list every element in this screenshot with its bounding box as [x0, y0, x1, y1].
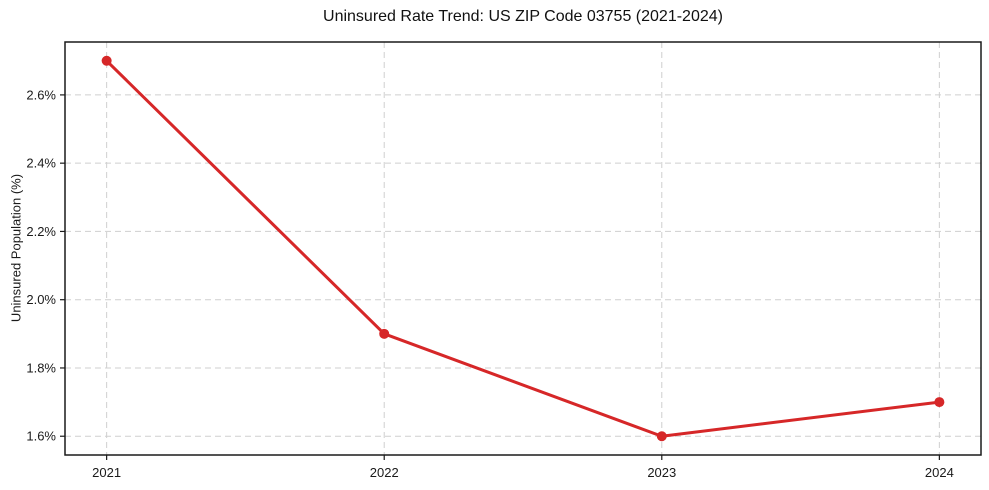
- data-point-marker: [656, 431, 667, 442]
- chart-title: Uninsured Rate Trend: US ZIP Code 03755 …: [323, 8, 723, 25]
- data-point-marker: [379, 328, 390, 339]
- y-tick-label: 2.2%: [26, 224, 56, 239]
- trend-line: [105, 59, 941, 438]
- data-point-marker: [934, 397, 945, 408]
- x-tick-label: 2021: [92, 465, 121, 480]
- x-tick-label: 2022: [370, 465, 399, 480]
- y-tick-label: 2.6%: [26, 87, 56, 102]
- y-tick-label: 1.6%: [26, 429, 56, 444]
- y-tick-label: 2.0%: [26, 292, 56, 307]
- plot-border: [64, 41, 982, 456]
- data-point-marker: [101, 55, 112, 66]
- x-tick-label: 2024: [925, 465, 954, 480]
- y-tick-label: 2.4%: [26, 156, 56, 171]
- y-tick-label: 1.8%: [26, 360, 56, 375]
- x-tick-label: 2023: [647, 465, 676, 480]
